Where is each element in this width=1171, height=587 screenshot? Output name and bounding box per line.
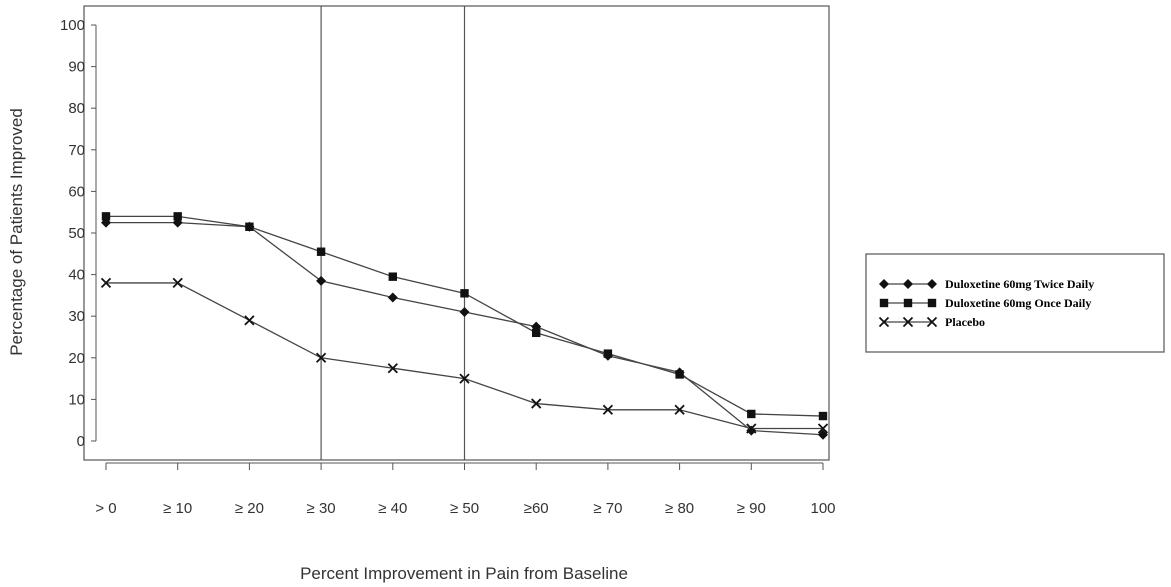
legend-marker-x	[878, 316, 890, 328]
x-tick-label: ≥ 10	[163, 500, 192, 517]
data-point-x	[172, 277, 183, 289]
data-point-square	[173, 212, 182, 221]
data-point-square	[245, 222, 254, 231]
legend-marker-diamond	[927, 279, 937, 289]
x-tick-label: ≥60	[524, 500, 549, 517]
y-tick-label: 90	[68, 59, 85, 76]
y-tick-label: 100	[60, 17, 85, 34]
data-point-x	[531, 398, 542, 409]
y-tick-label: 50	[68, 225, 85, 242]
legend-label: Duloxetine 60mg Twice Daily	[945, 277, 1094, 291]
data-point-square	[316, 247, 326, 256]
data-point-square	[818, 411, 828, 421]
plot-area-frame	[83, 5, 830, 461]
x-tick-label: 100	[810, 500, 835, 517]
y-tick-label: 60	[68, 183, 85, 200]
y-tick-label: 40	[68, 267, 85, 284]
x-tick-label: ≥ 80	[665, 500, 694, 517]
x-tick-label: ≥ 40	[378, 500, 407, 517]
series-3	[100, 277, 829, 434]
y-tick-label: 10	[68, 391, 85, 408]
data-point-x	[315, 352, 327, 363]
data-point-square	[101, 212, 111, 221]
data-point-x	[387, 363, 398, 374]
data-point-x	[100, 277, 112, 289]
series-2	[101, 212, 828, 421]
data-point-square	[532, 328, 541, 338]
legend-label: Duloxetine 60mg Once Daily	[945, 296, 1091, 310]
data-point-square	[603, 349, 613, 358]
data-point-x	[602, 404, 614, 415]
data-point-square	[388, 272, 397, 281]
data-point-x	[244, 315, 255, 326]
y-tick-label: 30	[68, 308, 85, 325]
data-point-diamond	[459, 307, 470, 318]
y-tick-label: 70	[68, 142, 85, 159]
legend-label: Placebo	[945, 315, 985, 329]
y-tick-label: 20	[68, 350, 85, 367]
legend-marker-x	[902, 316, 914, 328]
legend: Duloxetine 60mg Twice Daily Duloxetine 60…	[865, 253, 1165, 353]
legend-marker-square	[879, 298, 889, 308]
data-point-x	[459, 373, 470, 384]
data-point-square	[747, 409, 756, 419]
legend-marker-x	[926, 316, 938, 328]
data-point-x	[674, 404, 685, 415]
legend-marker-square	[927, 298, 937, 308]
legend-marker-square	[903, 298, 913, 308]
data-point-x	[746, 423, 757, 434]
x-tick-label: ≥ 20	[235, 500, 264, 517]
legend-item-1: Duloxetine 60mg Twice Daily	[879, 277, 1094, 291]
x-tick-label: > 0	[95, 500, 116, 517]
data-point-diamond	[387, 292, 398, 303]
legend-item-3: Placebo	[878, 315, 985, 329]
x-tick-label: ≥ 70	[593, 500, 622, 517]
legend-marker-diamond	[879, 279, 889, 289]
x-axis-title: Percent Improvement in Pain from Baselin…	[300, 564, 628, 583]
y-axis-title: Percentage of Patients Improved	[7, 108, 26, 356]
legend-marker-diamond	[903, 279, 913, 289]
x-tick-label: ≥ 50	[450, 500, 479, 517]
x-tick-label: ≥ 90	[737, 500, 766, 517]
y-tick-label: 0	[77, 433, 85, 450]
x-tick-label: ≥ 30	[307, 500, 336, 517]
legend-item-2: Duloxetine 60mg Once Daily	[879, 296, 1091, 310]
y-tick-label: 80	[68, 100, 85, 117]
data-point-square	[675, 370, 684, 379]
data-point-square	[460, 289, 469, 298]
data-point-x	[817, 423, 829, 434]
data-point-diamond	[316, 275, 327, 286]
